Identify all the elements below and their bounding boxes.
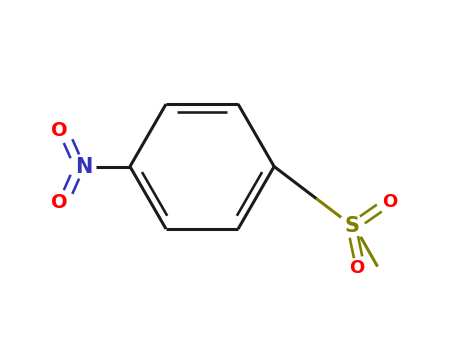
Text: O: O xyxy=(382,193,397,211)
Text: N: N xyxy=(75,156,92,176)
Text: O: O xyxy=(51,121,68,140)
Text: S: S xyxy=(344,216,359,236)
Text: O: O xyxy=(51,193,68,212)
Text: O: O xyxy=(349,259,364,277)
